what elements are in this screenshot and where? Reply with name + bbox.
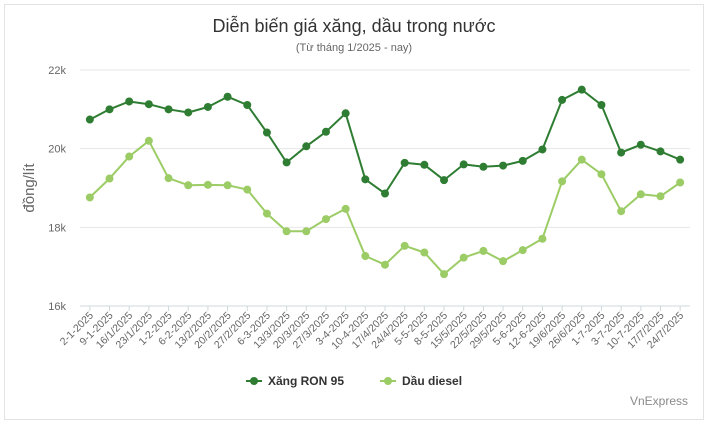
legend-label-diesel: Dầu diesel	[402, 374, 463, 388]
data-point	[85, 193, 94, 202]
data-point	[361, 252, 370, 261]
data-point	[420, 248, 429, 257]
data-point	[479, 246, 488, 255]
data-point	[518, 246, 527, 255]
data-point	[282, 158, 291, 167]
data-point	[223, 92, 232, 101]
data-point	[184, 181, 193, 190]
series-line	[88, 88, 682, 195]
data-point	[85, 115, 94, 124]
data-point	[341, 109, 350, 118]
data-point	[538, 234, 547, 243]
data-point	[499, 257, 508, 266]
data-point	[164, 174, 173, 183]
data-point	[459, 160, 468, 169]
data-point	[676, 155, 685, 164]
data-point	[282, 227, 291, 236]
data-point	[597, 170, 606, 179]
data-point	[597, 101, 606, 110]
data-point	[577, 155, 586, 164]
data-point	[105, 174, 114, 183]
data-point	[617, 207, 626, 216]
data-point	[440, 270, 449, 279]
data-point	[125, 97, 134, 106]
data-point	[676, 178, 685, 187]
y-tick-label: 16k	[48, 301, 66, 313]
data-point	[479, 162, 488, 171]
data-point	[656, 192, 665, 201]
data-point	[381, 260, 389, 269]
data-point	[341, 204, 350, 213]
data-point	[144, 136, 153, 145]
legend-item-ron95[interactable]: Xăng RON 95	[245, 374, 344, 388]
data-point	[400, 158, 409, 167]
chart-frame	[4, 4, 704, 420]
y-tick-label: 20k	[48, 144, 66, 156]
data-point	[538, 145, 547, 154]
legend-item-diesel[interactable]: Dầu diesel	[380, 374, 462, 388]
data-point	[558, 95, 567, 104]
data-point	[321, 127, 330, 136]
data-point	[361, 175, 370, 184]
data-point	[203, 102, 212, 111]
data-point	[400, 241, 409, 250]
data-point	[518, 156, 527, 165]
data-point	[223, 181, 232, 190]
y-tick-label: 22k	[48, 65, 66, 77]
data-point	[243, 185, 252, 194]
data-point	[105, 105, 114, 114]
data-point	[321, 215, 330, 224]
legend-swatch-ron95	[245, 376, 262, 386]
data-point	[125, 152, 134, 161]
data-point	[203, 180, 212, 189]
data-point	[636, 140, 645, 149]
data-point	[302, 227, 311, 236]
data-point	[381, 189, 389, 198]
credit-label[interactable]: VnExpress	[629, 394, 688, 408]
data-point	[262, 209, 271, 218]
data-point	[262, 128, 271, 137]
data-point	[302, 142, 311, 151]
series-line	[88, 139, 682, 276]
data-point	[636, 190, 645, 199]
legend-label-ron95: Xăng RON 95	[267, 374, 344, 388]
data-point	[656, 147, 665, 156]
data-point	[420, 160, 429, 169]
y-tick-label: 18k	[48, 222, 66, 234]
data-point	[164, 105, 173, 114]
chart-subtitle: (Từ tháng 1/2025 - nay)	[295, 42, 413, 54]
data-point	[577, 85, 586, 94]
data-point	[144, 100, 153, 109]
chart-title: Diễn biến giá xăng, dầu trong nước	[212, 16, 496, 36]
data-point	[617, 148, 626, 157]
legend-swatch-diesel	[380, 376, 396, 386]
data-point	[558, 177, 567, 186]
data-point	[243, 101, 252, 110]
y-axis-title: đồng/lít	[21, 163, 38, 213]
chart-legend: Xăng RON 95 Dầu diesel	[0, 374, 708, 388]
data-point	[184, 108, 193, 117]
data-point	[459, 253, 468, 262]
data-point	[440, 176, 449, 185]
data-point	[499, 161, 508, 170]
